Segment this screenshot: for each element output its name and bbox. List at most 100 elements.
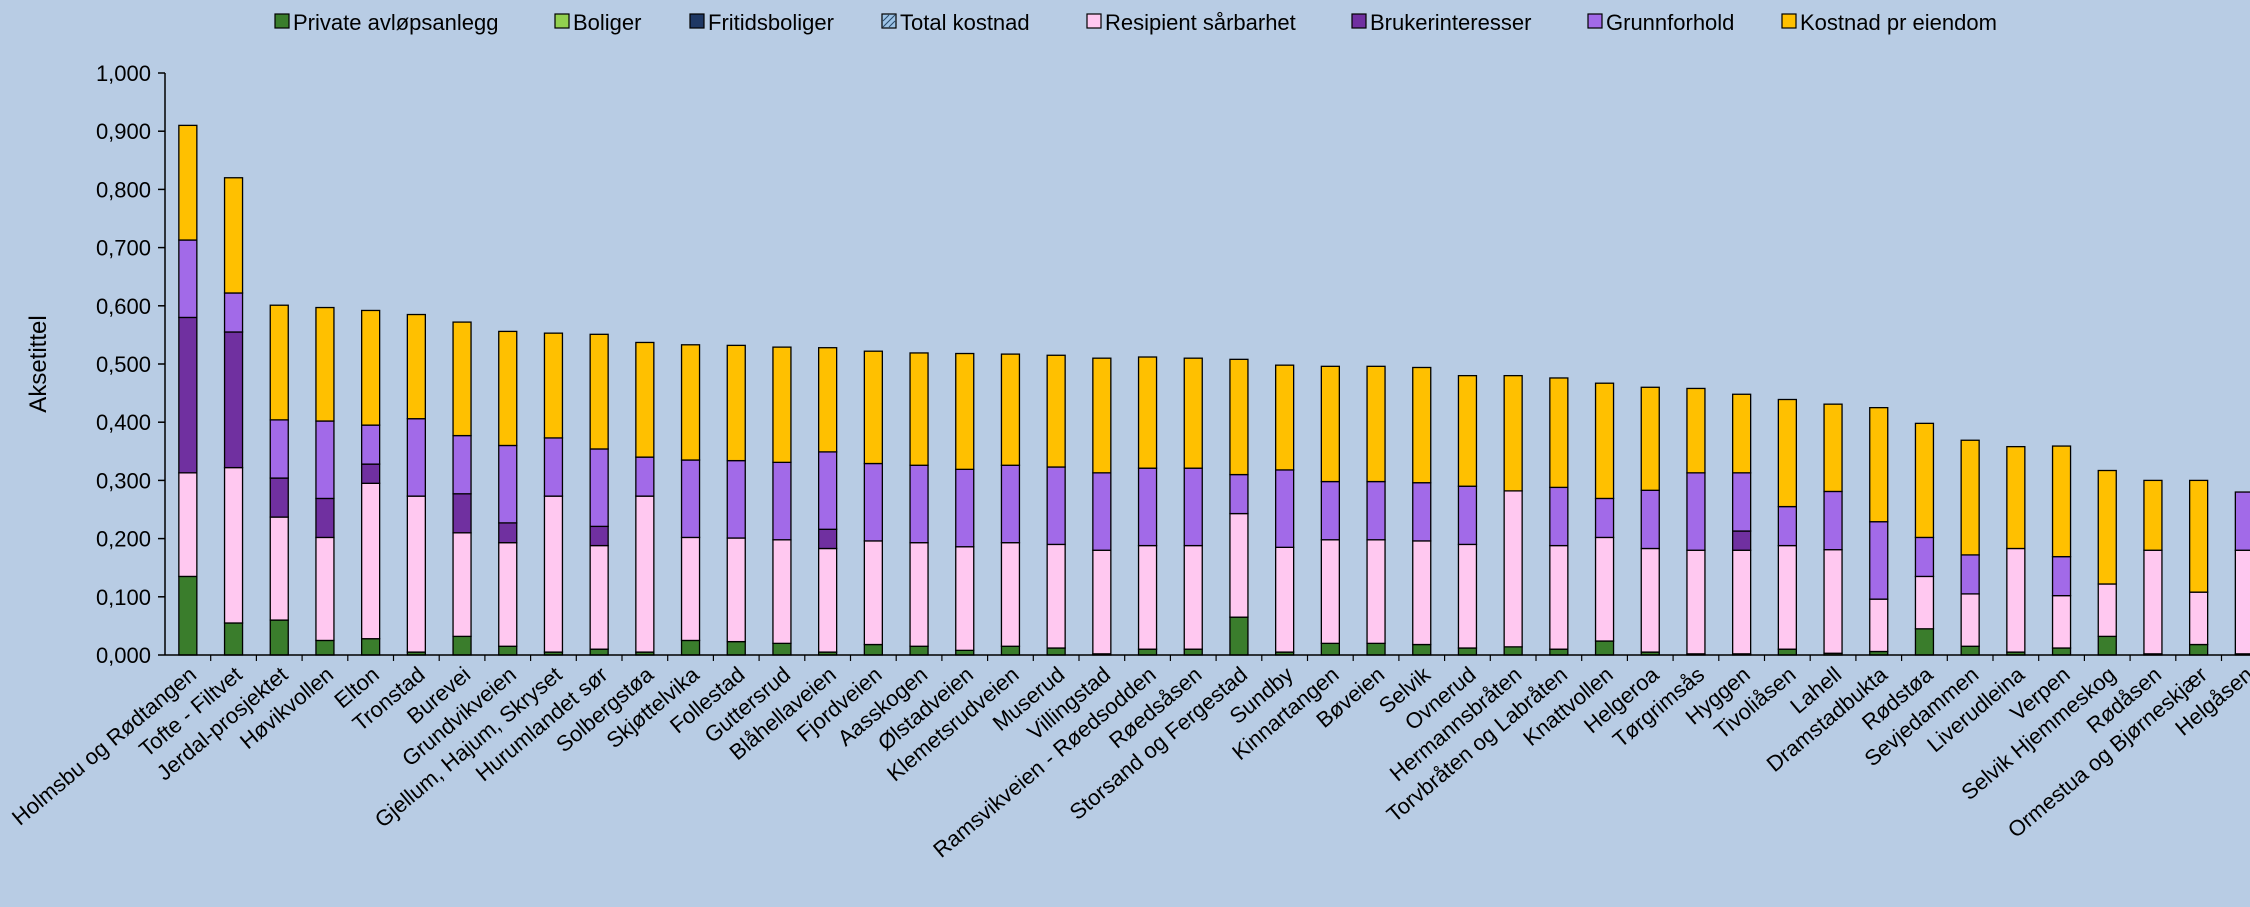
- bar-segment-grunnforhold: [1412, 482, 1432, 542]
- bar-segment-brukerinteresser: [360, 463, 381, 484]
- bar-segment-resipient-sarbarhet: [680, 536, 701, 642]
- bar-segment-grunnforhold: [1000, 464, 1021, 544]
- bar-segment-kostnad-pr-eiendom: [772, 346, 792, 464]
- y-tick-label: 0,600: [96, 294, 151, 319]
- bar-segment-resipient-sarbarhet: [2006, 547, 2026, 653]
- bar-segment-private-avlopsanlegg: [1914, 628, 1935, 656]
- bar-segment-grunnforhold: [543, 437, 564, 497]
- bar-segment-kostnad-pr-eiendom: [1229, 358, 1249, 476]
- bar-segment-kostnad-pr-eiendom: [1137, 356, 1158, 469]
- bar-segment-kostnad-pr-eiendom: [315, 306, 335, 422]
- legend-swatch-fritidsboliger: [689, 13, 705, 29]
- bar-segment-kostnad-pr-eiendom: [1777, 398, 1797, 508]
- bar-segment-private-avlopsanlegg: [1457, 647, 1478, 656]
- bar-segment-grunnforhold: [1869, 521, 1889, 600]
- bar-segment-resipient-sarbarhet: [1549, 544, 1569, 650]
- bar-segment-kostnad-pr-eiendom: [406, 313, 427, 420]
- bar-segment-private-avlopsanlegg: [1366, 642, 1386, 656]
- bar-segment-private-avlopsanlegg: [1320, 642, 1340, 656]
- bar-segment-private-avlopsanlegg: [909, 645, 929, 656]
- legend-swatch-resipient-sarbarhet: [1086, 13, 1102, 29]
- bar-segment-brukerinteresser: [818, 528, 838, 550]
- bar-segment-grunnforhold: [223, 292, 244, 333]
- bar-segment-grunnforhold: [1686, 472, 1706, 551]
- legend-hatch: [882, 14, 890, 22]
- legend-label: Fritidsboliger: [708, 10, 834, 35]
- bar-segment-resipient-sarbarhet: [2188, 591, 2209, 646]
- legend-swatch-grunnforhold: [1587, 13, 1603, 29]
- y-tick-label: 0,100: [96, 585, 151, 610]
- bar-segment-kostnad-pr-eiendom: [726, 344, 746, 462]
- legend-swatch-kostnad-pr-eiendom: [1781, 13, 1797, 29]
- bar-segment-kostnad-pr-eiendom: [1503, 374, 1523, 492]
- bar-segment-private-avlopsanlegg: [1412, 643, 1432, 656]
- bar-segment-private-avlopsanlegg: [1137, 648, 1158, 656]
- bar-segment-private-avlopsanlegg: [269, 619, 289, 656]
- bar-segment-resipient-sarbarhet: [726, 537, 746, 643]
- bar-segment-resipient-sarbarhet: [2143, 549, 2163, 655]
- y-tick-label: 0,800: [96, 177, 151, 202]
- bar-segment-grunnforhold: [1914, 536, 1935, 578]
- bar-segment-private-avlopsanlegg: [1594, 640, 1615, 656]
- bar-segment-kostnad-pr-eiendom: [223, 177, 244, 294]
- legend-hatch: [888, 20, 896, 28]
- bar-segment-private-avlopsanlegg: [178, 575, 198, 656]
- bar-segment-private-avlopsanlegg: [452, 635, 472, 656]
- bar-segment-kostnad-pr-eiendom: [1594, 382, 1615, 500]
- bar-segment-private-avlopsanlegg: [1229, 616, 1249, 656]
- bar-segment-kostnad-pr-eiendom: [909, 352, 929, 466]
- bar-segment-resipient-sarbarhet: [315, 536, 335, 642]
- y-tick-label: 1,000: [96, 61, 151, 86]
- legend-label: Boliger: [573, 10, 641, 35]
- bar-segment-resipient-sarbarhet: [863, 540, 883, 646]
- bar-segment-resipient-sarbarhet: [1183, 544, 1203, 650]
- bar-segment-brukerinteresser: [178, 316, 198, 474]
- bar-segment-resipient-sarbarhet: [1137, 544, 1158, 650]
- bar-segment-grunnforhold: [1092, 472, 1112, 551]
- bar-segment-private-avlopsanlegg: [1960, 645, 1980, 656]
- bar-segment-brukerinteresser: [315, 497, 335, 539]
- bar-segment-private-avlopsanlegg: [1000, 645, 1021, 656]
- bar-segment-resipient-sarbarhet: [178, 472, 198, 578]
- bar-segment-resipient-sarbarhet: [2051, 594, 2072, 649]
- bar-segment-kostnad-pr-eiendom: [1686, 387, 1706, 474]
- y-tick-label: 0,900: [96, 119, 151, 144]
- bar-segment-kostnad-pr-eiendom: [589, 333, 609, 450]
- bar-segment-resipient-sarbarhet: [2097, 583, 2117, 638]
- bar-segment-private-avlopsanlegg: [360, 638, 381, 656]
- bar-segment-grunnforhold: [1549, 486, 1569, 547]
- bar-segment-resipient-sarbarhet: [1914, 575, 1935, 630]
- bar-segment-kostnad-pr-eiendom: [178, 124, 198, 241]
- bar-segment-grunnforhold: [1366, 480, 1386, 541]
- bar-segment-resipient-sarbarhet: [1869, 598, 1889, 653]
- bar-segment-kostnad-pr-eiendom: [1960, 439, 1980, 556]
- bar-segment-grunnforhold: [178, 239, 198, 319]
- bar-segment-resipient-sarbarhet: [498, 542, 518, 647]
- bar-segment-grunnforhold: [452, 434, 472, 495]
- bar-segment-grunnforhold: [1823, 490, 1843, 551]
- bar-segment-private-avlopsanlegg: [315, 639, 335, 656]
- bar-segment-kostnad-pr-eiendom: [1275, 364, 1295, 471]
- bar-segment-resipient-sarbarhet: [269, 516, 289, 621]
- bar-segment-kostnad-pr-eiendom: [1092, 357, 1112, 474]
- bar-segment-private-avlopsanlegg: [1183, 648, 1203, 656]
- bar-segment-kostnad-pr-eiendom: [1732, 393, 1752, 474]
- bar-segment-kostnad-pr-eiendom: [818, 347, 838, 453]
- bar-segment-private-avlopsanlegg: [863, 643, 883, 656]
- bar-segment-kostnad-pr-eiendom: [2051, 445, 2072, 558]
- bar-segment-brukerinteresser: [223, 331, 244, 469]
- bar-segment-private-avlopsanlegg: [1503, 646, 1523, 656]
- bar-segment-kostnad-pr-eiendom: [2188, 479, 2209, 593]
- bar-segment-kostnad-pr-eiendom: [498, 330, 518, 447]
- bar-segment-resipient-sarbarhet: [1366, 539, 1386, 645]
- bar-segment-grunnforhold: [589, 448, 609, 528]
- bar-segment-resipient-sarbarhet: [955, 546, 975, 651]
- bar-segment-resipient-sarbarhet: [1457, 543, 1478, 649]
- bar-segment-grunnforhold: [772, 461, 792, 541]
- bar-segment-kostnad-pr-eiendom: [1000, 353, 1021, 466]
- y-tick-label: 0,700: [96, 236, 151, 261]
- bar-segment-resipient-sarbarhet: [635, 495, 655, 653]
- bar-segment-resipient-sarbarhet: [1503, 490, 1523, 648]
